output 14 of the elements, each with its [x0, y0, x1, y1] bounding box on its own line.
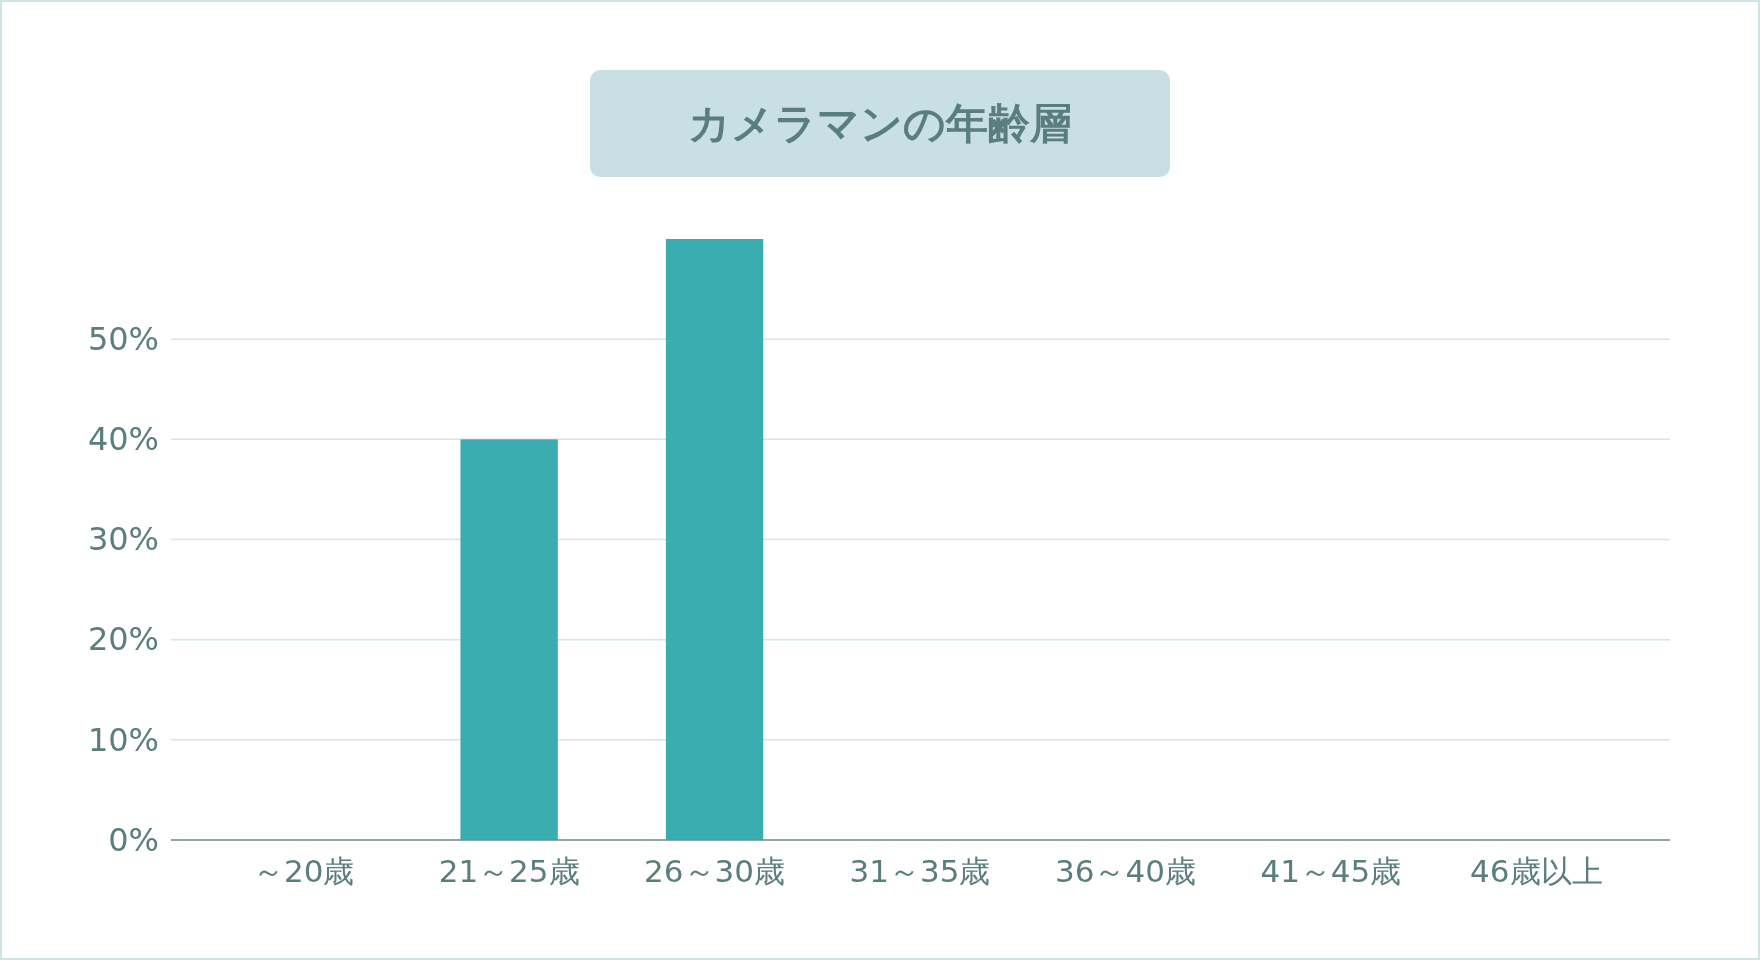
x-tick-label: 21～25歳 [438, 853, 580, 890]
y-tick-label: 30% [87, 520, 159, 559]
y-tick-label: 0% [108, 820, 159, 859]
x-tick-label: 31～35歳 [849, 853, 991, 890]
chart-title: カメラマンの年齢層 [688, 99, 1072, 148]
x-tick-label: 26～30歳 [644, 853, 786, 890]
y-tick-label: 50% [87, 319, 159, 358]
x-tick-label: 46歳以上 [1470, 853, 1603, 890]
x-tick-label: 36～40歳 [1054, 853, 1196, 890]
y-tick-label: 20% [87, 620, 159, 659]
x-tick-label: ～20歳 [252, 853, 355, 890]
y-tick-label: 40% [87, 420, 159, 459]
x-tick-label: 41～45歳 [1260, 853, 1402, 890]
y-tick-label: 10% [87, 720, 159, 759]
